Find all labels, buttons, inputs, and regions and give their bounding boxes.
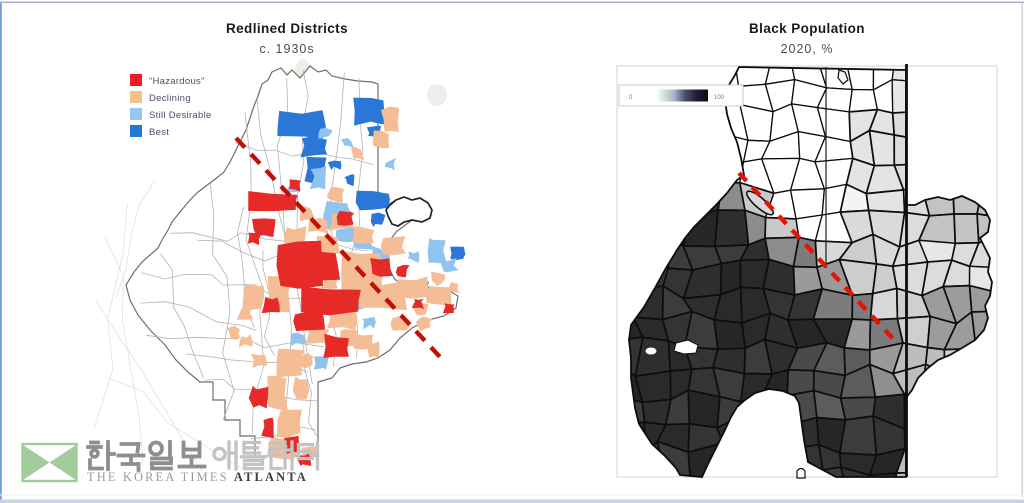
svg-text:100: 100 — [714, 95, 725, 101]
svg-text:0: 0 — [629, 95, 633, 101]
